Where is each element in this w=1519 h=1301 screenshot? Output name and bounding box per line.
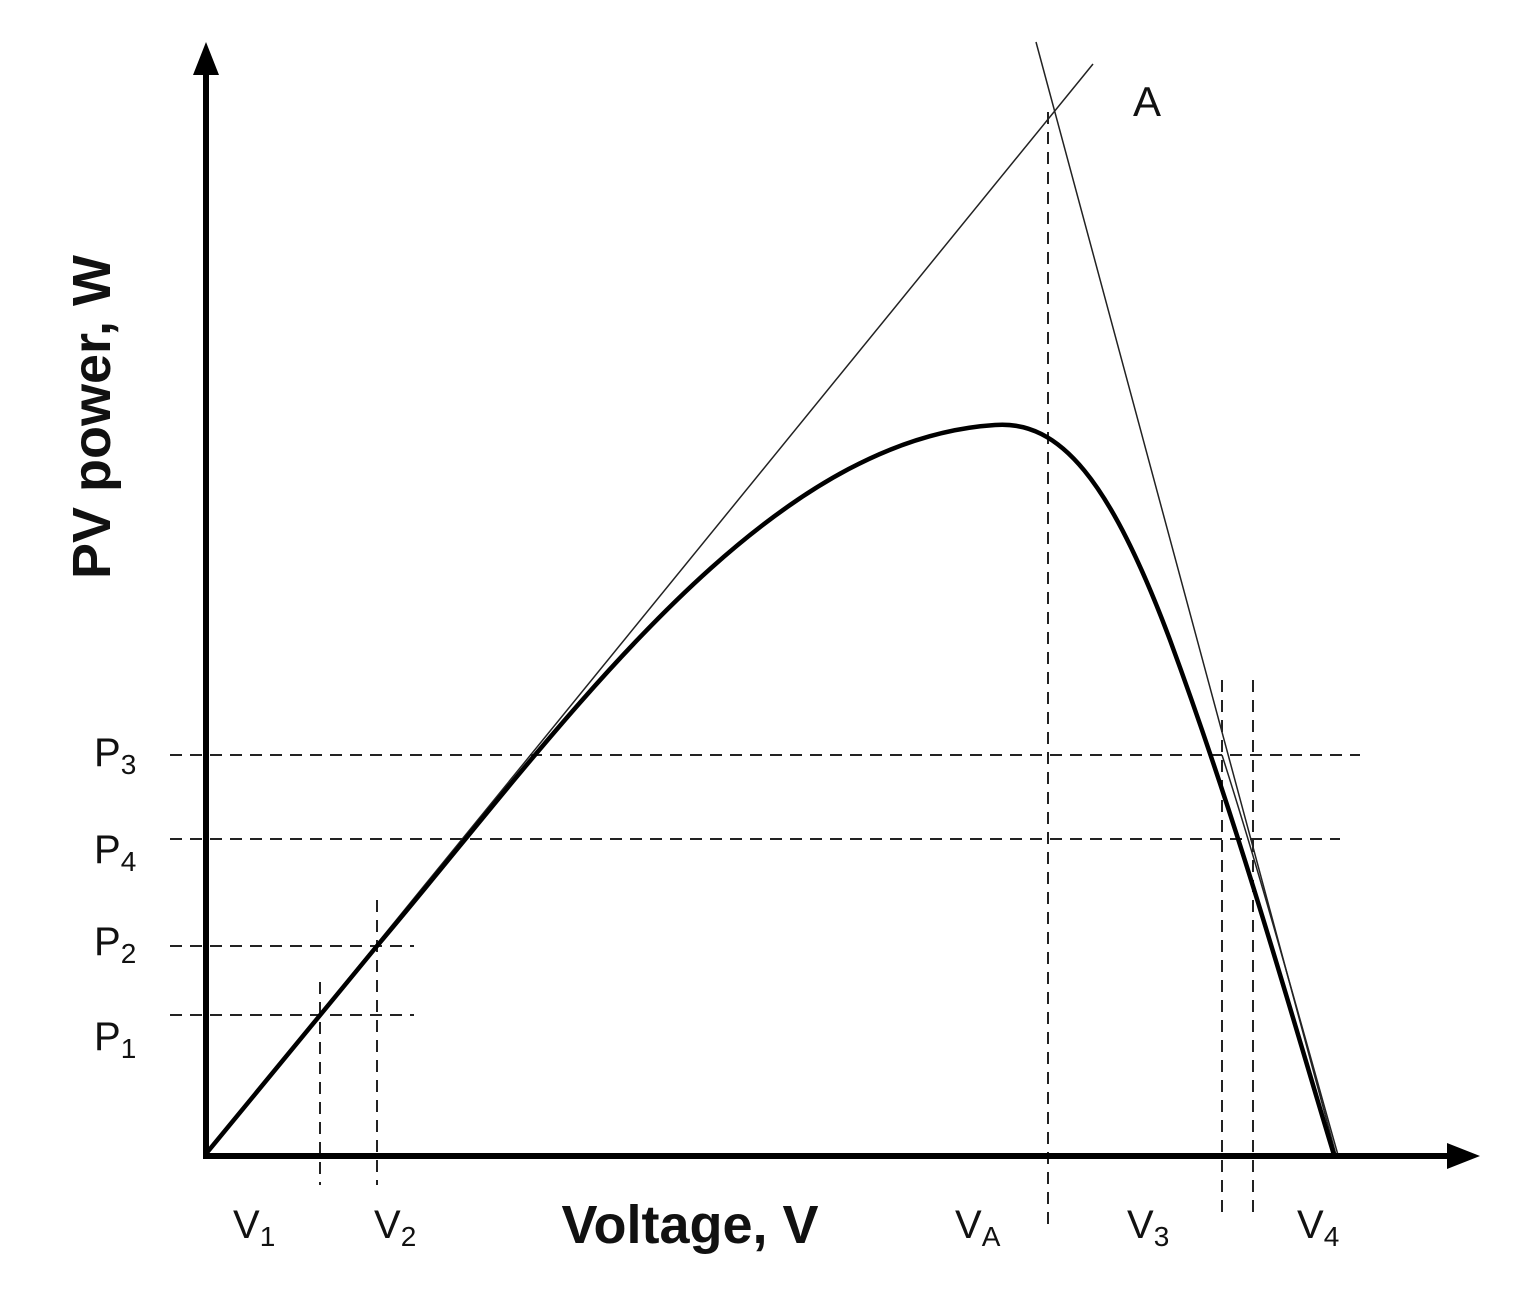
y-axis-arrowhead <box>193 42 219 75</box>
p4-label: P4 <box>94 828 136 877</box>
x-axis-title: Voltage, V <box>561 1195 818 1255</box>
p3-label: P3 <box>94 731 136 780</box>
falling-secant-line <box>1221 754 1339 1156</box>
v1-label: V1 <box>233 1203 275 1252</box>
p2-label: P2 <box>94 920 136 969</box>
v4-label: V4 <box>1297 1203 1339 1252</box>
v3-label: V3 <box>1127 1203 1169 1252</box>
v2-label: V2 <box>374 1203 416 1252</box>
pv-power-curve <box>203 422 1337 1157</box>
va-label: VA <box>955 1203 1001 1252</box>
point-a-label: A <box>1133 78 1161 125</box>
x-axis-arrowhead <box>1447 1143 1480 1169</box>
p1-label: P1 <box>94 1015 136 1064</box>
y-axis-title: PV power, W <box>62 255 122 579</box>
